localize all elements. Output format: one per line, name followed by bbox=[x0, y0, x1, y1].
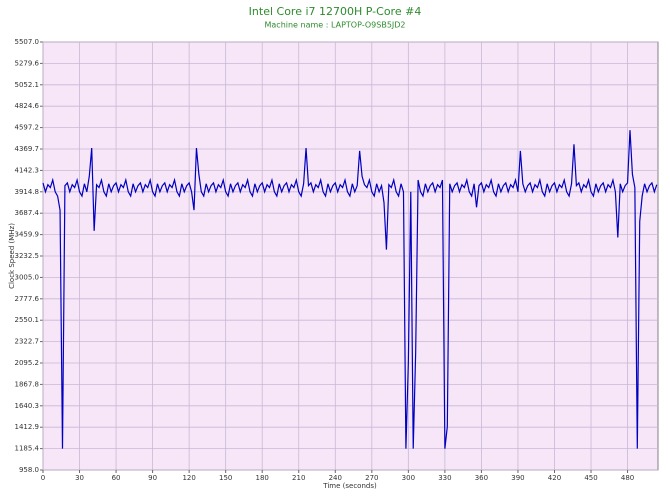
x-tick-label: 30 bbox=[75, 474, 84, 482]
x-tick-label: 480 bbox=[621, 474, 634, 482]
chart-subtitle: Machine name : LAPTOP-O9SB5JD2 bbox=[264, 21, 405, 30]
x-tick-label: 300 bbox=[402, 474, 415, 482]
x-tick-label: 60 bbox=[112, 474, 121, 482]
y-tick-label: 1640.3 bbox=[15, 402, 40, 410]
x-axis-label: Time (seconds) bbox=[322, 482, 377, 490]
x-tick-label: 180 bbox=[256, 474, 269, 482]
y-tick-label: 1185.4 bbox=[15, 445, 40, 453]
x-tick-label: 120 bbox=[182, 474, 195, 482]
y-tick-label: 2322.7 bbox=[15, 338, 40, 346]
x-tick-label: 330 bbox=[438, 474, 451, 482]
y-tick-label: 5507.0 bbox=[15, 38, 40, 46]
x-tick-label: 90 bbox=[148, 474, 157, 482]
x-tick-label: 390 bbox=[511, 474, 524, 482]
x-tick-label: 150 bbox=[219, 474, 232, 482]
y-tick-label: 3459.9 bbox=[15, 231, 40, 239]
y-tick-label: 2095.2 bbox=[15, 359, 40, 367]
y-tick-label: 3005.0 bbox=[15, 273, 40, 281]
x-tick-label: 450 bbox=[584, 474, 597, 482]
y-tick-label: 5279.6 bbox=[15, 59, 40, 67]
y-tick-label: 3232.5 bbox=[15, 252, 40, 260]
y-tick-label: 2550.1 bbox=[15, 316, 40, 324]
clock-line bbox=[42, 130, 658, 449]
y-tick-label: 958.0 bbox=[19, 466, 39, 474]
x-tick-label: 0 bbox=[41, 474, 45, 482]
y-tick-label: 3914.8 bbox=[15, 188, 40, 196]
y-tick-label: 5052.1 bbox=[15, 81, 40, 89]
chart-title: Intel Core i7 12700H P-Core #4 bbox=[249, 5, 422, 18]
y-tick-label: 3687.4 bbox=[15, 209, 40, 217]
x-tick-label: 360 bbox=[475, 474, 488, 482]
x-tick-label: 420 bbox=[548, 474, 561, 482]
x-tick-label: 210 bbox=[292, 474, 305, 482]
y-tick-label: 4824.6 bbox=[15, 102, 40, 110]
y-tick-label: 4142.3 bbox=[15, 166, 40, 174]
y-tick-label: 1867.8 bbox=[15, 380, 40, 388]
y-tick-label: 2777.6 bbox=[15, 295, 40, 303]
x-tick-label: 240 bbox=[329, 474, 342, 482]
x-tick-label: 270 bbox=[365, 474, 378, 482]
y-tick-label: 1412.9 bbox=[15, 423, 40, 431]
y-tick-label: 4369.7 bbox=[15, 145, 40, 153]
y-axis-label: Clock Speed (MHz) bbox=[8, 223, 16, 289]
y-tick-label: 4597.2 bbox=[15, 124, 40, 132]
